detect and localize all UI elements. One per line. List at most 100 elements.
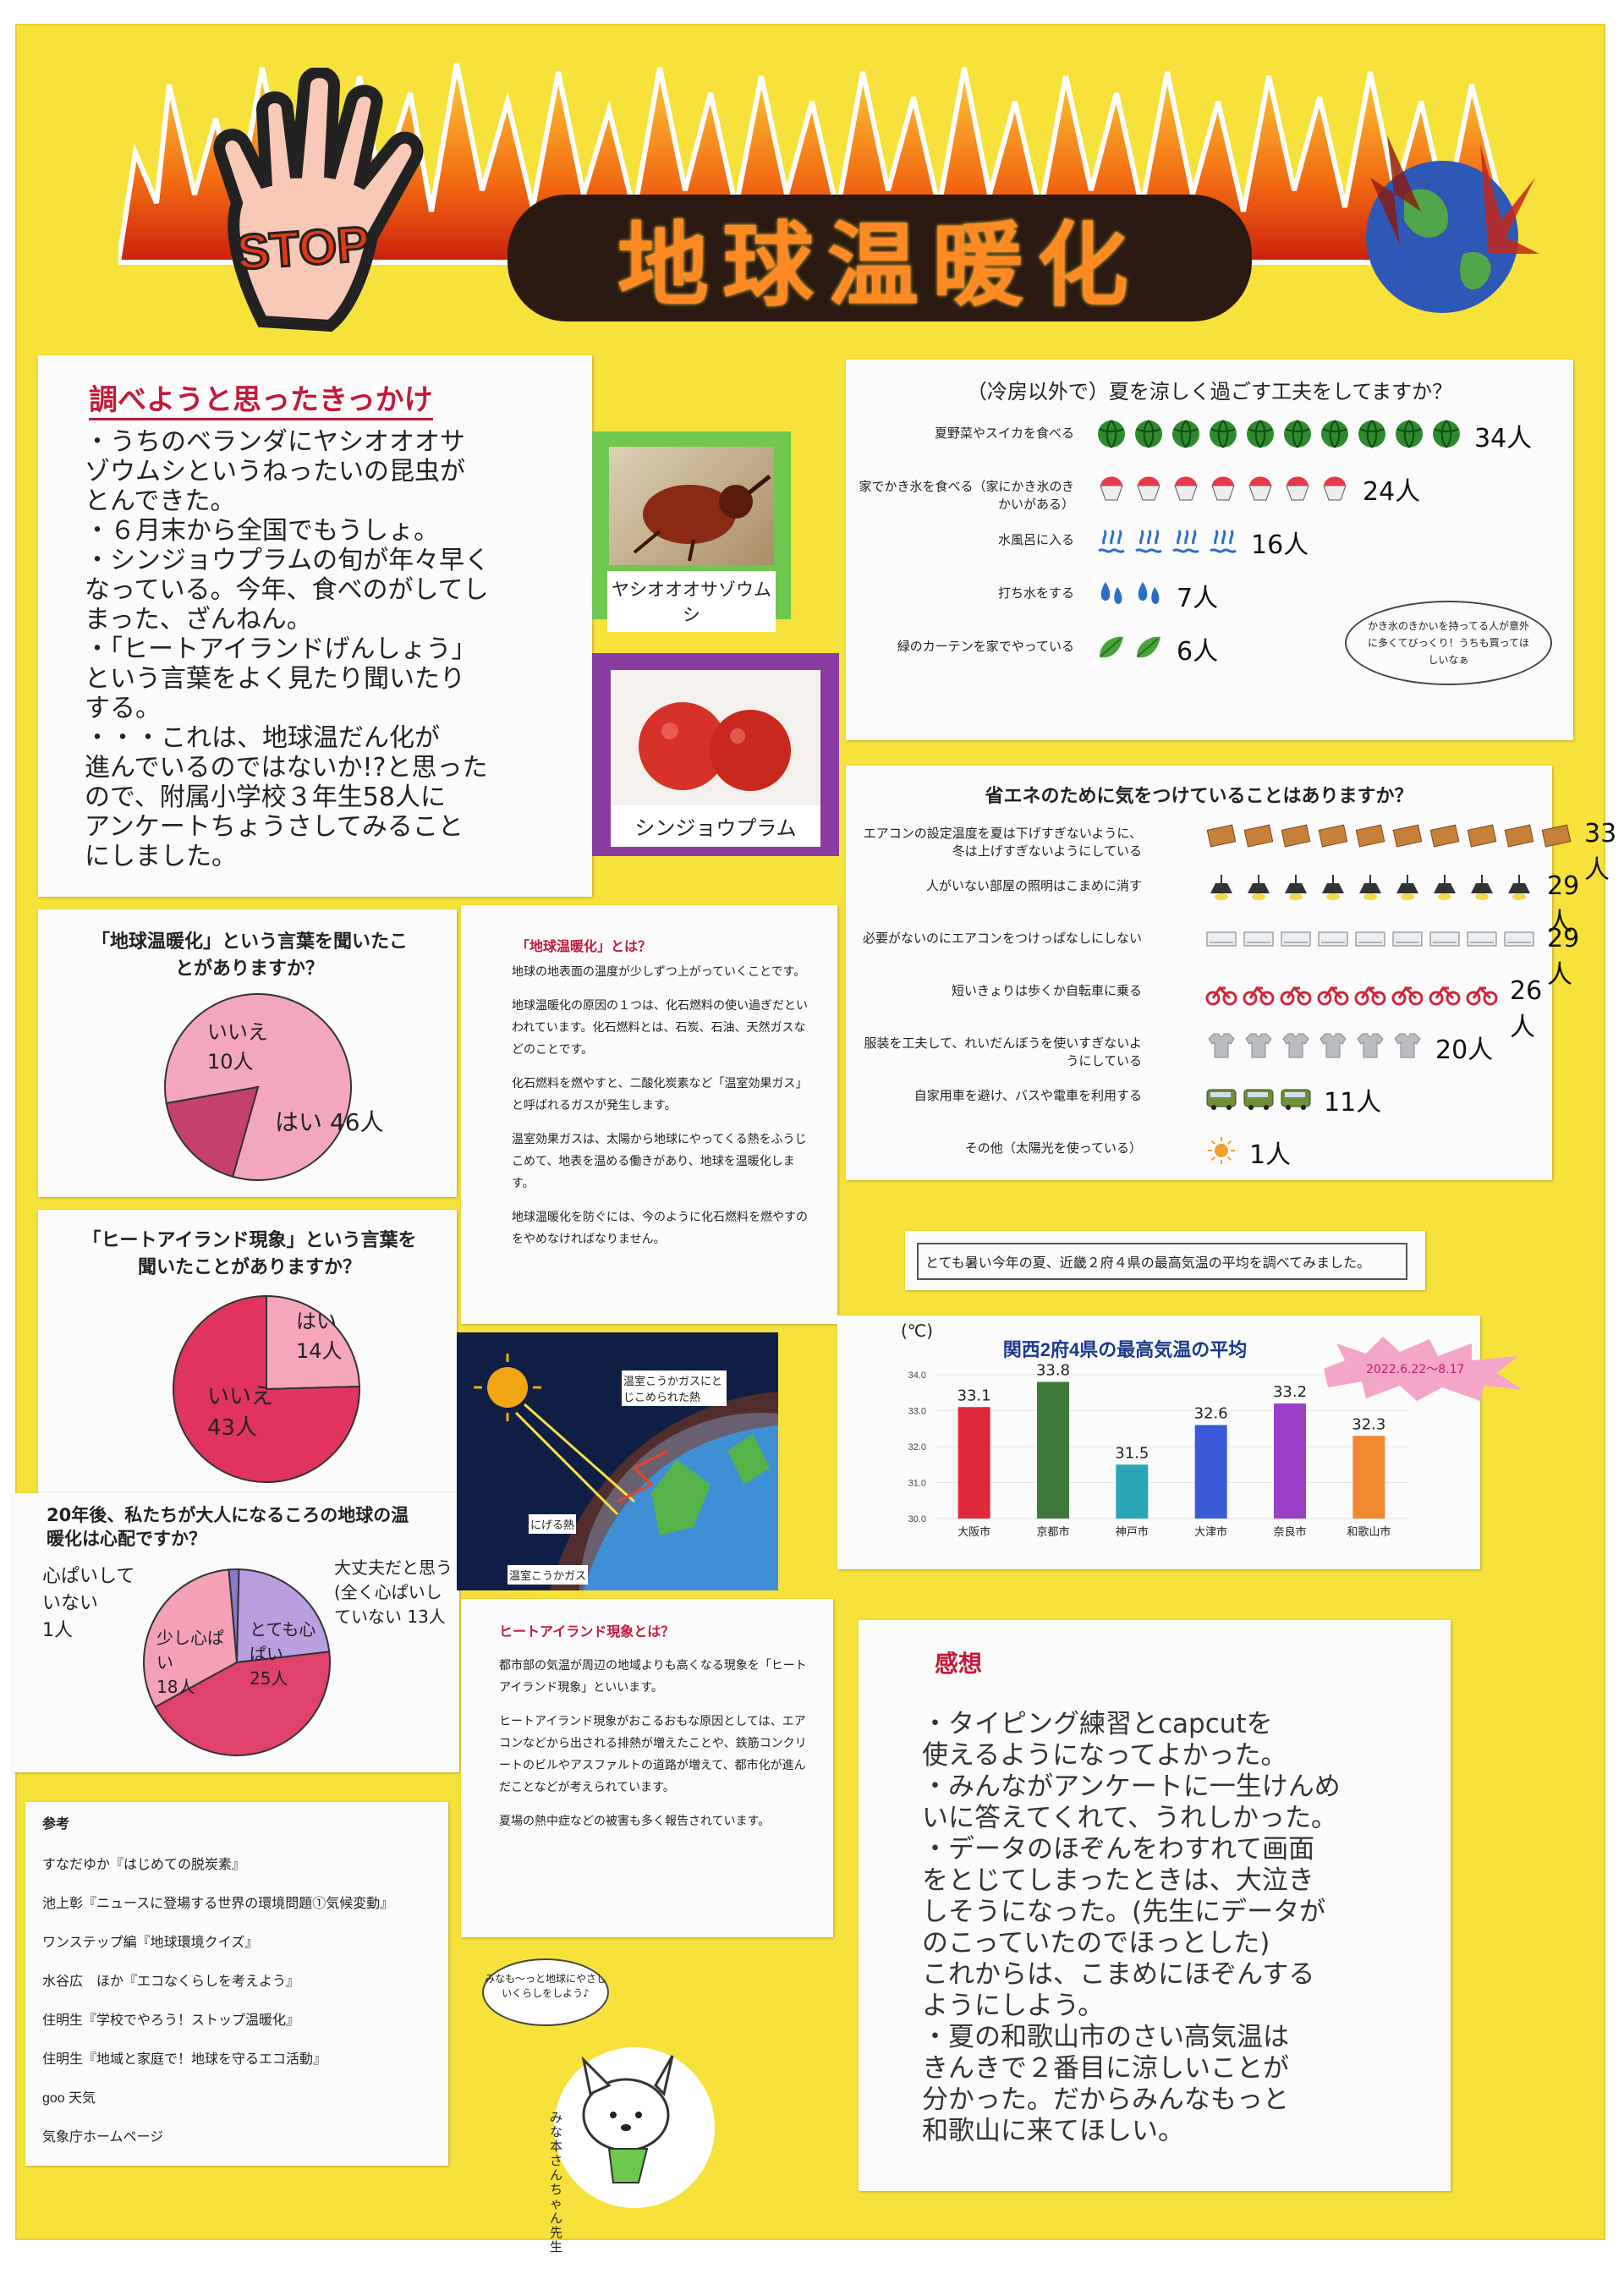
- shaved-ice-icon: [1286, 476, 1309, 501]
- motivation-line: という言葉をよく見たり聞いたり: [85, 664, 465, 694]
- air-conditioner-icon: [1281, 931, 1311, 947]
- references-heading: 参考: [42, 1815, 70, 1832]
- thermostat-icon: [1281, 824, 1311, 848]
- x-tick-label: 大阪市: [957, 1525, 990, 1538]
- motivation-line: 進んでいるのではないか!?と思った: [85, 753, 488, 783]
- watermelon-icon: [1210, 420, 1237, 448]
- shaved-ice-icon: [1174, 476, 1198, 501]
- impressions-heading: 感想: [935, 1650, 983, 1678]
- air-conditioner-icon: [1318, 931, 1348, 947]
- survey-row-icons: [1095, 632, 1165, 662]
- survey-row-label: 人がいない部屋の照明はこまめに消す: [925, 879, 1142, 893]
- bar: [1194, 1425, 1227, 1519]
- tshirt-icon: [1394, 1033, 1421, 1058]
- survey-row-label: その他（太陽光を使っている）: [964, 1141, 1142, 1156]
- pie1-title: 「地球温暖化」という言葉を聞いたことがありますか？: [91, 931, 408, 980]
- x-tick-label: 京都市: [1036, 1525, 1069, 1538]
- bar-value-label: 33.2: [1273, 1383, 1307, 1401]
- bar-value-label: 31.5: [1115, 1444, 1149, 1462]
- info-paragraph: 化石燃料を燃やすと、二酸化炭素など「温室効果ガス」と呼ばれるガスが発生します。: [512, 1076, 808, 1112]
- thermostat-icon: [1355, 824, 1385, 848]
- motivation-line: アンケートちょうさしてみること: [85, 812, 464, 842]
- temp-chart-card: 関西2府4県の最高気温の平均 (℃) 30.0 31.0 32.0 33.0 34.0 33.…: [837, 1316, 1480, 1569]
- pie1-card: 「地球温暖化」という言葉を聞いたことがありますか？ いいえ 10人 はい 46人: [38, 909, 457, 1197]
- impressions-line: ようにしよう。: [922, 1991, 1105, 2021]
- impressions-line: いに答えてくれて、うれしかった。: [922, 1803, 1338, 1833]
- motivation-line: ので、附属小学校３年生58人に: [85, 783, 446, 812]
- impressions-line: ・みんながアンケートに一生けんめ: [922, 1771, 1341, 1802]
- tshirt-icon: [1320, 1033, 1347, 1058]
- y-tick-label: 30.0: [908, 1514, 926, 1524]
- sun-icon: [1208, 1137, 1235, 1164]
- reference-item: 住明生『地域と家庭で！地球を守るエコ活動』: [42, 2052, 327, 2067]
- thermostat-icon: [1429, 824, 1460, 848]
- stop-label: STOP: [233, 215, 372, 282]
- survey-row-count: 29人: [1547, 871, 1580, 937]
- thermostat-icon: [1504, 824, 1534, 848]
- bath-icon: [1210, 530, 1237, 553]
- pie-slice: [165, 1085, 260, 1178]
- lamp-icon: [1285, 875, 1307, 900]
- beetle-icon: [633, 475, 771, 562]
- pie3-not-worried-label: 心ぱいしていない 1人: [42, 1566, 135, 1641]
- cool-survey-card: （冷房以外で）夏を涼しく過ごす工夫をしてますか？ 夏野菜やスイカを食べる 34人家…: [846, 360, 1573, 740]
- survey-row-count: 33人: [1584, 819, 1617, 885]
- watermelon-icon: [1396, 420, 1423, 448]
- leaf-icon: [1100, 636, 1123, 658]
- references-card: 参考 すなだゆか『はじめての脱炭素』 池上彰『ニュースに登場する世界の環境問題①気…: [25, 1802, 448, 2166]
- survey-row-count: 6人: [1177, 637, 1219, 667]
- chart-ylabel: (℃): [901, 1321, 933, 1341]
- shaved-ice-icon: [1248, 476, 1272, 501]
- impressions-line: ・夏の和歌山市のさい高気温は: [922, 2022, 1289, 2052]
- impressions-line: 和歌山に来てほしい。: [922, 2116, 1184, 2146]
- beetle-photo-frame: ヤシオオオサゾウムシ: [592, 431, 791, 632]
- watermelon-icon: [1358, 420, 1385, 448]
- info-paragraph: 地球の地表面の温度が少しずつ上がっていくことです。: [512, 964, 806, 978]
- lamp-icon: [1359, 875, 1381, 900]
- survey-row-icons: [1205, 821, 1572, 851]
- survey-row-count: 7人: [1177, 584, 1219, 613]
- watermelon-icon: [1135, 420, 1162, 448]
- air-conditioner-icon: [1429, 931, 1460, 947]
- motivation-line: ・「ヒートアイランドげんしょう」: [85, 634, 477, 664]
- survey-row-label: 緑のカーテンを家でやっている: [897, 640, 1074, 654]
- motivation-line: ・・・これは、地球温だん化が: [85, 723, 440, 753]
- y-tick-label: 31.0: [908, 1479, 926, 1489]
- bar: [1274, 1403, 1306, 1519]
- bicycle-icon: [1243, 986, 1275, 1006]
- thermostat-icon: [1467, 824, 1497, 848]
- bicycle-icon: [1205, 986, 1237, 1006]
- warming-info-heading: 「地球温暖化」とは？: [516, 938, 652, 954]
- reference-item: 住明生『学校でやろう！ストップ温暖化』: [42, 2013, 300, 2028]
- pie3-card: 20年後、私たちが大人になるころの地球の温暖化は心配ですか？ 心ぱいしていない 1…: [13, 1493, 459, 1772]
- water-drop-icon: [1100, 582, 1122, 604]
- bus-icon: [1206, 1089, 1237, 1110]
- info-paragraph: 温室効果ガスは、太陽から地球にやってくる熱をふうじこめて、地表を温める働きがあり…: [512, 1132, 807, 1189]
- survey-row-icons: [1205, 1083, 1312, 1113]
- bicycle-icon: [1391, 986, 1424, 1006]
- info-paragraph: 地球温暖化の原因の１つは、化石燃料の使い過ぎだといわれています。化石燃料とは、石…: [512, 998, 808, 1056]
- survey-row-label: 夏野菜やスイカを食べる: [934, 426, 1074, 441]
- temp-bar-chart: 関西2府4県の最高気温の平均 (℃) 30.0 31.0 32.0 33.0 34.0 33.…: [901, 1321, 1408, 1538]
- survey-row-count: 16人: [1251, 530, 1309, 560]
- tshirt-icon: [1208, 1033, 1235, 1058]
- watermelon-icon: [1247, 420, 1274, 448]
- air-conditioner-icon: [1243, 931, 1274, 947]
- pie1-chart: [164, 993, 352, 1181]
- tshirt-icon: [1245, 1033, 1272, 1058]
- y-tick-label: 34.0: [908, 1370, 926, 1381]
- tshirt-icon: [1357, 1033, 1384, 1058]
- impressions-line: 使えるようになってよかった。: [922, 1740, 1287, 1771]
- bus-icon: [1243, 1089, 1274, 1110]
- bar: [1037, 1381, 1069, 1519]
- date-badge-text: 2022.6.22〜8.17: [1366, 1363, 1465, 1376]
- heat-island-body: 都市部の気温が周辺の地域よりも高くなる現象を「ヒートアイランド現象」といいます。…: [499, 1654, 812, 1843]
- thermostat-icon: [1318, 824, 1348, 848]
- survey-row-label: 必要がないのにエアコンをつけっぱなしにしない: [862, 931, 1142, 946]
- survey-row-icons: [1095, 419, 1462, 449]
- x-tick-label: 和歌山市: [1347, 1525, 1391, 1538]
- survey-row-label: 家でかき氷を食べる（家にかき氷のきかいがある）: [859, 480, 1074, 512]
- motivation-line: とんできた。: [85, 486, 236, 516]
- pie2-no-label: いいえ 43人: [207, 1384, 274, 1441]
- impressions-line: ・タイピング練習とcapcutを: [922, 1709, 1273, 1739]
